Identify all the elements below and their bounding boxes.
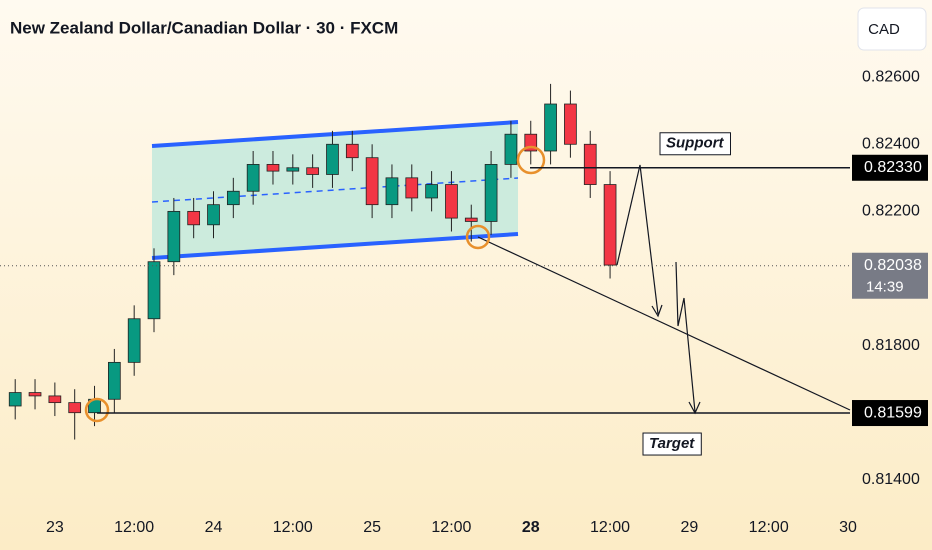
channel-bottom xyxy=(151,232,519,260)
candle-body xyxy=(445,184,458,219)
candle-body xyxy=(127,318,141,363)
current-price: 0.82038 xyxy=(864,257,922,274)
candle-body xyxy=(326,143,339,175)
candle-body xyxy=(28,392,42,397)
candle-body xyxy=(107,361,121,400)
x-tick-label: 25 xyxy=(363,519,381,536)
x-tick-label: 12:00 xyxy=(114,519,154,536)
candle-body xyxy=(266,164,280,172)
y-tick-label: 0.81400 xyxy=(862,471,920,488)
candle-body xyxy=(484,164,498,222)
projection-arrow xyxy=(675,261,696,413)
x-tick-label: 23 xyxy=(46,519,64,536)
current-price-box xyxy=(852,252,928,299)
x-tick-label: 12:00 xyxy=(590,519,630,536)
level-price-box xyxy=(852,154,928,181)
highlight-circle xyxy=(465,224,491,250)
highlight-circle xyxy=(516,145,546,175)
candle-body xyxy=(583,143,597,185)
arrow-head xyxy=(651,304,663,318)
candle-body xyxy=(345,143,359,159)
plot xyxy=(8,83,617,440)
chart-title: New Zealand Dollar/Canadian Dollar · 30 … xyxy=(10,18,398,37)
level-label-box xyxy=(659,132,731,156)
candle-body xyxy=(544,103,557,152)
x-tick-label: 12:00 xyxy=(749,519,789,536)
highlight-circle xyxy=(84,397,110,423)
candle-body xyxy=(524,133,538,152)
candle-body xyxy=(246,164,260,192)
channel xyxy=(152,122,518,258)
candle-body xyxy=(207,204,220,226)
candle-body xyxy=(286,167,300,172)
candle-body xyxy=(147,261,161,320)
candle-body xyxy=(167,210,181,263)
countdown: 14:39 xyxy=(866,279,904,296)
currency: CAD xyxy=(868,21,900,38)
projection-arrow xyxy=(616,164,659,315)
candle-body xyxy=(603,184,617,266)
level-price-box xyxy=(852,400,928,427)
candle-body xyxy=(425,184,438,199)
candle-body xyxy=(226,190,240,206)
x-tick-label: 12:00 xyxy=(273,519,313,536)
y-tick-label: 0.82200 xyxy=(862,203,920,220)
level-label: Support xyxy=(666,135,724,152)
x-tick-label: 29 xyxy=(680,519,698,536)
x-tick-label: 30 xyxy=(839,519,857,536)
candle-body xyxy=(385,177,399,206)
candle-body xyxy=(68,402,82,414)
candle-body xyxy=(187,210,201,226)
candle-body xyxy=(564,103,577,145)
level-price: 0.82330 xyxy=(864,159,922,176)
x-tick-label: 12:00 xyxy=(431,519,471,536)
x-tick-label: 28 xyxy=(522,519,540,536)
level-label: Target xyxy=(649,435,695,452)
candle-body xyxy=(464,217,478,222)
currency-box[interactable] xyxy=(857,7,927,51)
y-tick-label: 0.82400 xyxy=(862,135,920,152)
candle-body xyxy=(504,133,518,165)
candle-body xyxy=(365,157,379,206)
y-tick-label: 0.82600 xyxy=(862,68,920,85)
candle-body xyxy=(48,395,62,404)
candle-body xyxy=(306,167,319,175)
candle-body xyxy=(405,177,419,199)
level-price: 0.81599 xyxy=(864,404,922,421)
level-label-box xyxy=(642,432,702,456)
candle-body xyxy=(8,392,22,407)
y-tick-label: 0.81800 xyxy=(862,337,920,354)
channel-top xyxy=(151,120,519,148)
x-tick-label: 24 xyxy=(205,519,223,536)
